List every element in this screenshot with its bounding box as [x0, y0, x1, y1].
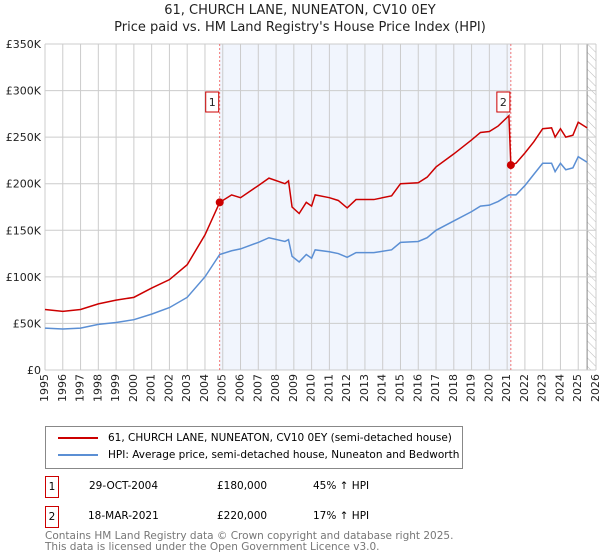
sale-annotation-box: [496, 91, 511, 113]
x-tick-label: 2019: [465, 374, 478, 402]
x-tick-label: 2013: [358, 374, 371, 402]
x-tick-label: 2022: [518, 374, 531, 402]
sale-price: £180,000: [217, 480, 268, 492]
x-tick-label: 1996: [56, 374, 69, 402]
x-tick-label: 2016: [411, 374, 424, 402]
x-tick-label: 2001: [145, 374, 158, 402]
x-tick-label: 2000: [127, 374, 140, 402]
x-tick-label: 2026: [589, 374, 600, 402]
y-tick-label: £150K: [6, 224, 42, 237]
x-tick-label: 2010: [305, 374, 318, 402]
sale-point: [506, 161, 515, 170]
x-tick-label: 1997: [74, 374, 87, 402]
hatched-future-region: [587, 44, 596, 370]
sale-point: [215, 198, 224, 207]
x-tick-label: 1998: [91, 374, 104, 402]
y-tick-label: £350K: [6, 38, 42, 51]
sale-hpi: 45% ↑ HPI: [313, 480, 370, 492]
x-tick-label: 2024: [553, 374, 566, 402]
x-tick-label: 2020: [482, 374, 495, 402]
x-tick-label: 2006: [234, 374, 247, 402]
sale-date: 18-MAR-2021: [88, 510, 159, 522]
legend-label-hpi: HPI: Average price, semi-detached house,…: [108, 449, 460, 461]
x-tick-label: 2009: [287, 374, 300, 402]
sale-marker-badge: 2: [45, 506, 59, 528]
y-tick-label: £300K: [6, 85, 42, 98]
sale-date: 29-OCT-2004: [89, 480, 158, 492]
y-tick-label: £0: [27, 364, 41, 377]
x-tick-label: 2008: [269, 374, 282, 402]
sale-marker-badge: 1: [45, 476, 59, 498]
sale-annotation-label: 2: [500, 96, 507, 109]
footer-line-2: This data is licensed under the Open Gov…: [45, 541, 380, 553]
x-tick-label: 2004: [198, 374, 211, 402]
x-tick-label: 2002: [162, 374, 175, 402]
sale-annotation-box: [205, 91, 220, 113]
footer-line-1: Contains HM Land Registry data © Crown c…: [45, 530, 454, 542]
x-tick-label: 2017: [429, 374, 442, 402]
legend-red-line: [58, 437, 98, 439]
x-tick-label: 2014: [376, 374, 389, 402]
chart-title: 61, CHURCH LANE, NUNEATON, CV10 0EY: [164, 3, 436, 18]
x-tick-label: 2023: [536, 374, 549, 402]
legend: 61, CHURCH LANE, NUNEATON, CV10 0EY (sem…: [45, 426, 463, 469]
x-tick-label: 2007: [251, 374, 264, 402]
y-tick-label: £50K: [13, 317, 42, 330]
y-tick-label: £100K: [6, 271, 42, 284]
x-tick-label: 2012: [340, 374, 353, 402]
legend-blue-line: [58, 454, 98, 456]
x-tick-label: 2015: [393, 374, 406, 402]
chart-subtitle: Price paid vs. HM Land Registry's House …: [114, 20, 486, 35]
x-tick-label: 2003: [180, 374, 193, 402]
x-tick-label: 1999: [109, 374, 122, 402]
y-tick-label: £250K: [6, 131, 42, 144]
x-tick-label: 2025: [571, 374, 584, 402]
x-tick-label: 2011: [322, 374, 335, 402]
plot-area: 1995 1996 1997 1998 1999 2000 2001 2002 2003 2004…: [6, 38, 600, 402]
legend-label-property: 61, CHURCH LANE, NUNEATON, CV10 0EY (sem…: [108, 432, 452, 444]
x-tick-label: 2018: [447, 374, 460, 402]
sale-annotation-label: 1: [209, 96, 216, 109]
hpi-series-line: [44, 155, 588, 330]
x-tick-label: 2005: [216, 374, 229, 402]
x-tick-label: 2021: [500, 374, 513, 402]
property-series-line: [44, 114, 588, 313]
sale-price: £220,000: [217, 510, 268, 522]
y-tick-label: £200K: [6, 178, 42, 191]
x-tick-label: 1995: [38, 374, 51, 402]
sale-hpi: 17% ↑ HPI: [313, 510, 370, 522]
